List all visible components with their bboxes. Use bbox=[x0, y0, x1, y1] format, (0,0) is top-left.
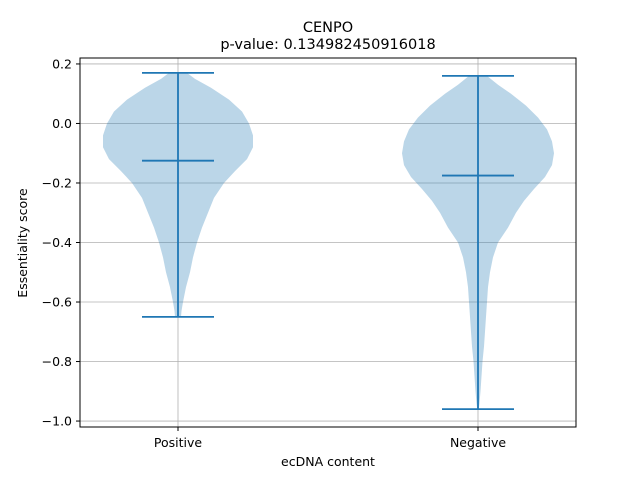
y-tick-label: 0.2 bbox=[52, 56, 72, 71]
y-tick-label: −0.4 bbox=[42, 235, 72, 250]
y-axis-label: Essentiality score bbox=[15, 188, 30, 298]
chart-subtitle: p-value: 0.134982450916018 bbox=[220, 37, 435, 53]
chart-title: CENPO bbox=[303, 20, 353, 36]
x-axis-label: ecDNA content bbox=[281, 454, 375, 469]
x-tick-label: Positive bbox=[154, 435, 202, 450]
axes-layer: 0.2 0.0 −0.2 −0.4 −0.6 −0.8 −1.0 Positive Negati… bbox=[42, 56, 577, 450]
x-tick-label: Negative bbox=[450, 435, 506, 450]
y-tick-label: −0.6 bbox=[42, 295, 72, 310]
y-tick-label: −0.8 bbox=[42, 354, 72, 369]
y-tick-label: −0.2 bbox=[42, 175, 72, 190]
y-tick-label: −1.0 bbox=[42, 414, 72, 429]
y-tick-label: 0.0 bbox=[52, 116, 72, 131]
violin-layer bbox=[103, 71, 554, 411]
